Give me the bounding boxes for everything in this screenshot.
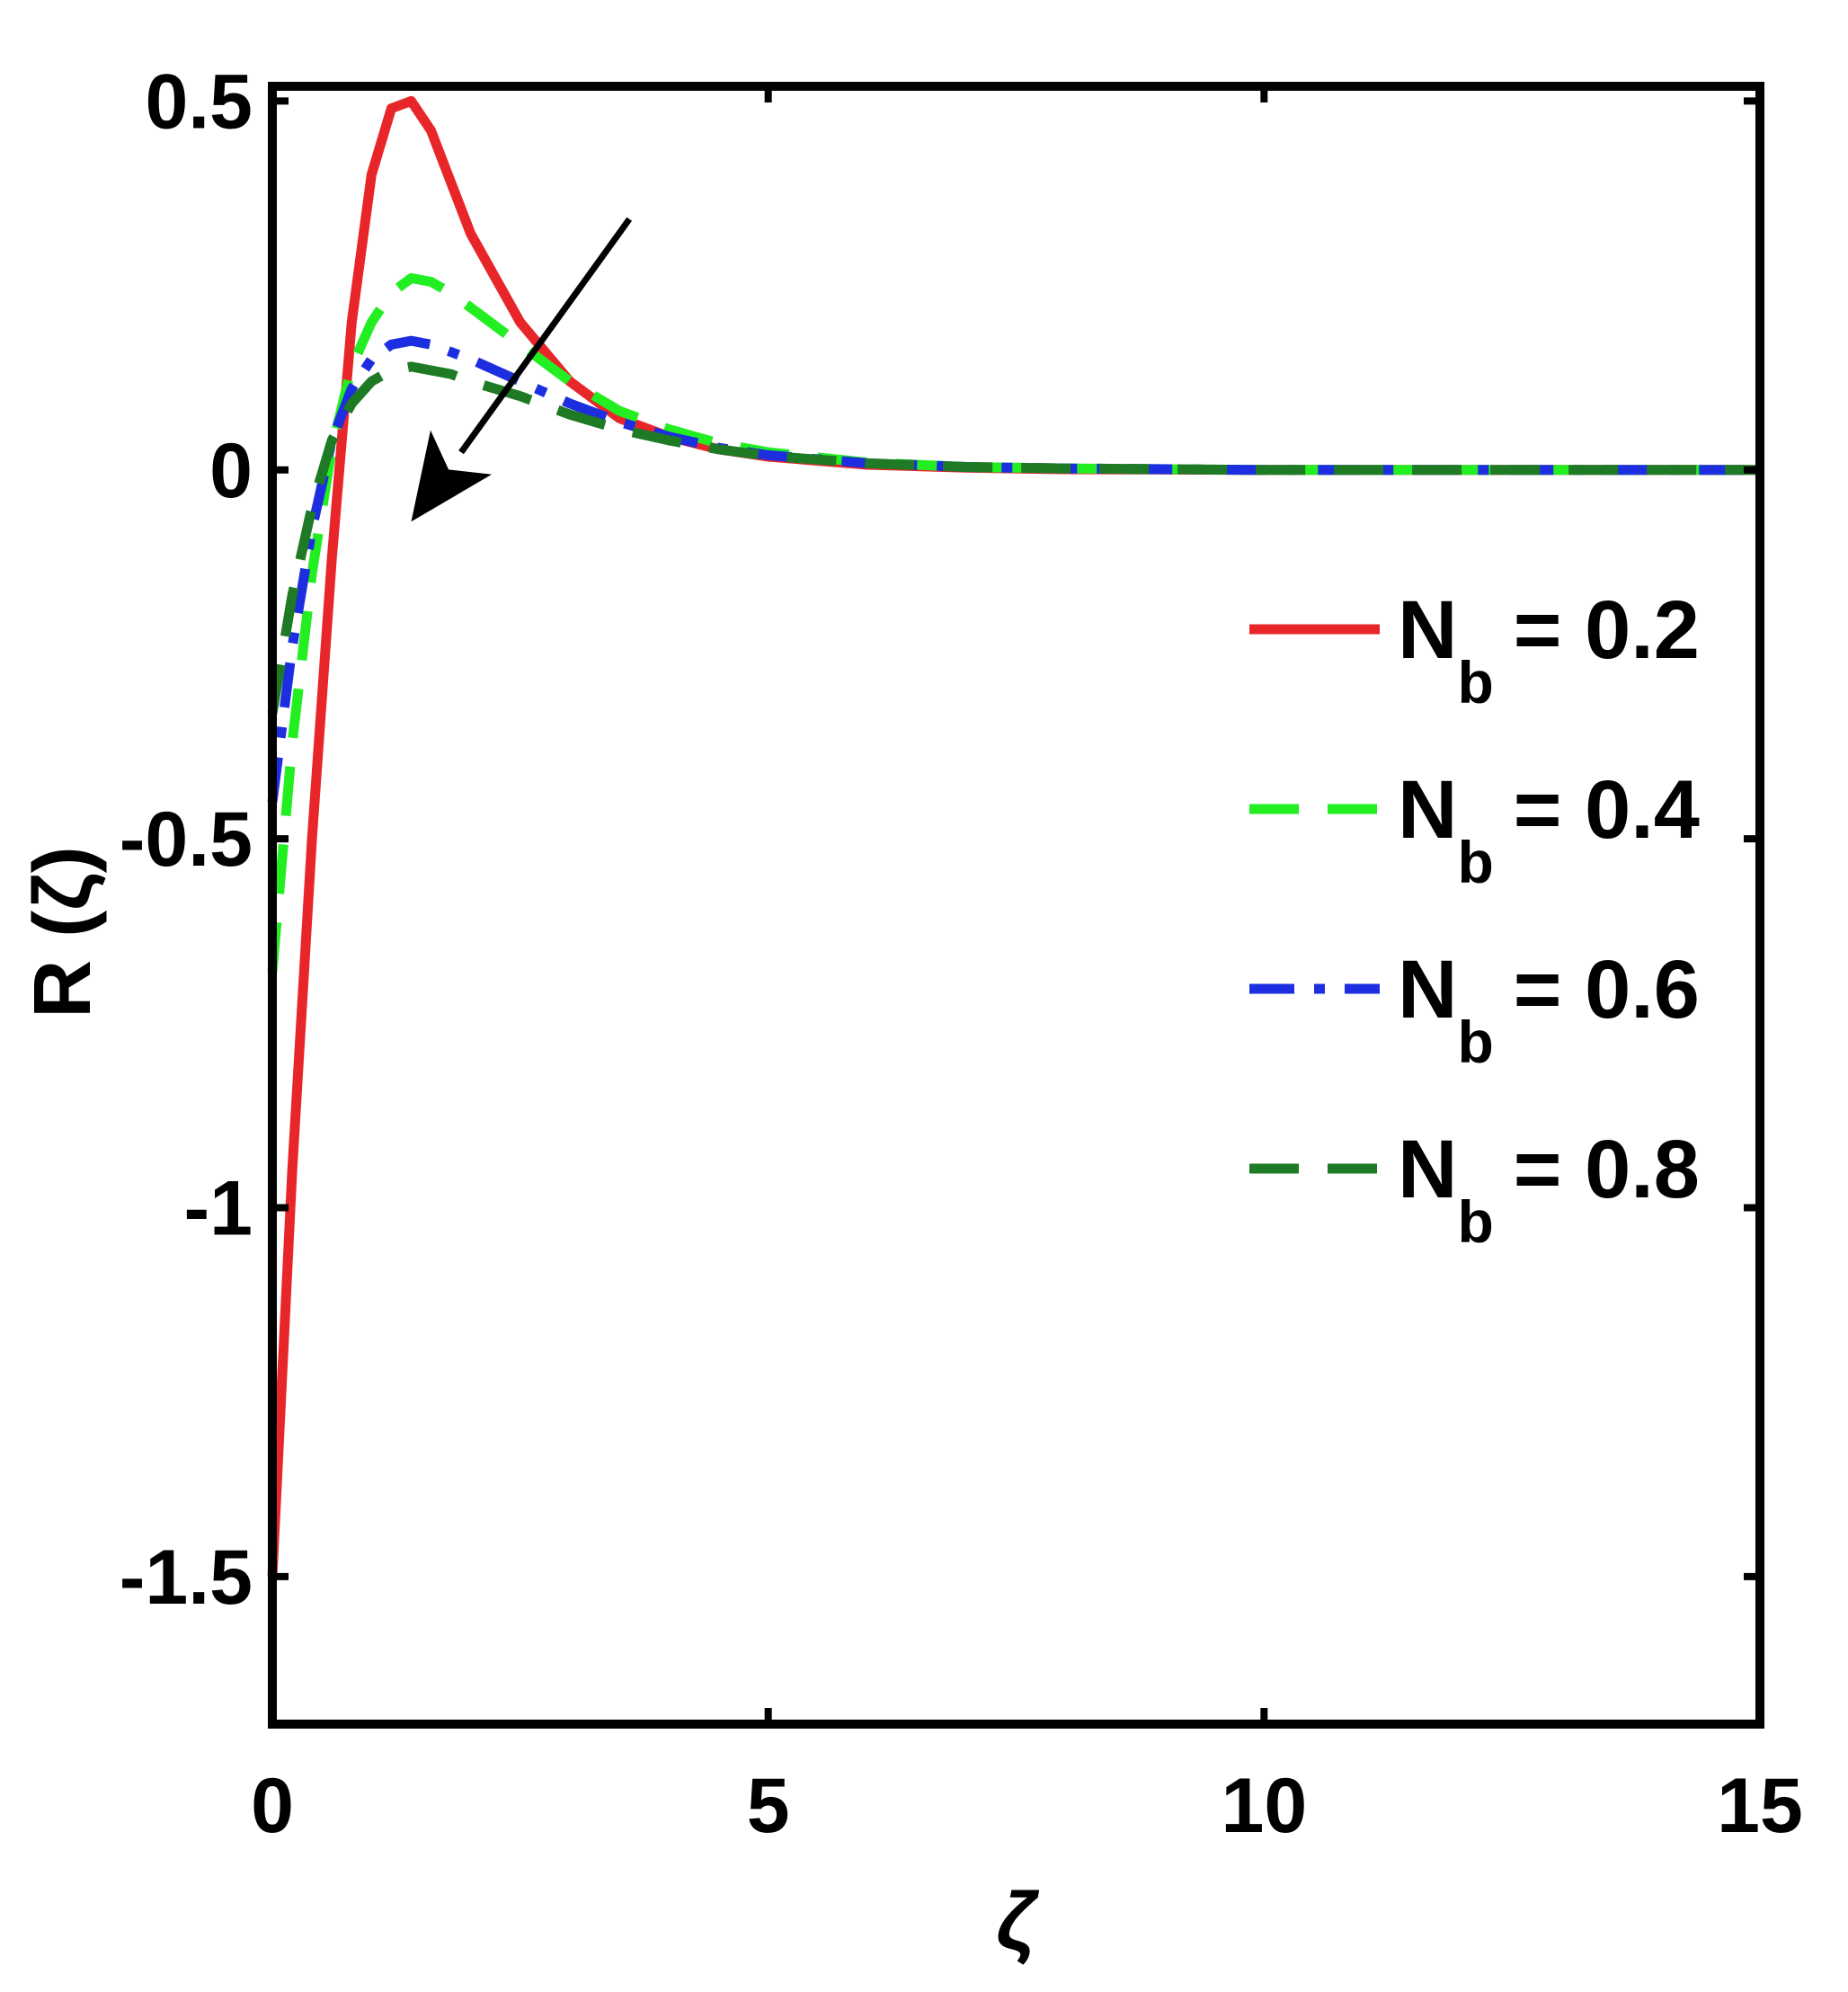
legend: Nb = 0.2 Nb = 0.4 Nb = 0.6 Nb = 0.8	[1249, 584, 1700, 1255]
legend-label-2: Nb = 0.4	[1398, 764, 1700, 895]
x-tick-label: 15	[1717, 1763, 1803, 1849]
x-tick-label: 0	[251, 1763, 294, 1849]
tick-layer: 0 5 10 15 0.5 0 -0.5 -1 -1.5	[120, 58, 1803, 1849]
y-tick-label: -1	[184, 1165, 253, 1251]
legend-label-main: N	[1398, 764, 1457, 856]
legend-label-main: N	[1398, 584, 1457, 676]
legend-label-main: N	[1398, 944, 1457, 1036]
legend-label-1: Nb = 0.2	[1398, 584, 1700, 716]
annotation-arrow-shaft	[458, 217, 633, 455]
y-axis-label: R (ζ)	[18, 846, 108, 1018]
x-axis-label: ζ	[996, 1877, 1039, 1967]
legend-label-sub: b	[1457, 829, 1493, 895]
legend-label-value: = 0.6	[1514, 944, 1700, 1036]
y-tick-label: 0	[209, 428, 253, 514]
plot-frame	[268, 82, 1764, 1729]
legend-label-4: Nb = 0.8	[1398, 1124, 1700, 1255]
y-tick-label: -0.5	[120, 796, 253, 883]
legend-label-value: = 0.8	[1514, 1124, 1700, 1215]
legend-label-main: N	[1398, 1124, 1457, 1215]
annotation-layer	[411, 217, 633, 522]
x-tick-label: 5	[747, 1763, 790, 1849]
legend-label-sub: b	[1457, 649, 1493, 716]
legend-label-sub: b	[1457, 1188, 1493, 1255]
y-tick-label: 0.5	[145, 58, 253, 145]
series-layer	[267, 95, 1760, 1578]
x-tick-label: 10	[1221, 1763, 1307, 1849]
y-tick-label: -1.5	[120, 1534, 253, 1621]
series-line-4	[267, 361, 1760, 715]
legend-label-value: = 0.4	[1514, 764, 1700, 856]
legend-label-value: = 0.2	[1514, 584, 1700, 676]
legend-label-3: Nb = 0.6	[1398, 944, 1700, 1075]
annotation-arrow-head	[411, 430, 493, 522]
legend-label-sub: b	[1457, 1009, 1493, 1075]
